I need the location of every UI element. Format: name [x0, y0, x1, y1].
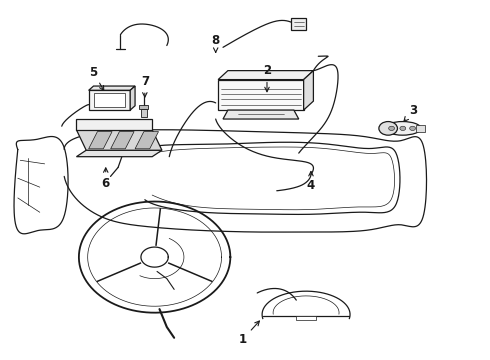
Circle shape [389, 126, 394, 131]
Bar [141, 109, 147, 117]
Text: 7: 7 [141, 75, 149, 88]
Bar [296, 316, 316, 320]
Polygon shape [111, 132, 134, 149]
Polygon shape [223, 110, 299, 119]
Text: 1: 1 [239, 333, 246, 346]
Text: 5: 5 [89, 66, 98, 79]
Text: 2: 2 [263, 64, 271, 77]
Polygon shape [89, 132, 112, 149]
Bar [94, 93, 125, 107]
Polygon shape [304, 71, 314, 110]
Bar [140, 105, 148, 109]
Bar [218, 80, 304, 110]
Polygon shape [130, 86, 135, 110]
Polygon shape [76, 150, 162, 157]
Circle shape [410, 126, 416, 131]
Text: 3: 3 [410, 104, 417, 117]
Polygon shape [76, 119, 152, 130]
Text: 4: 4 [307, 179, 315, 192]
Bar [416, 125, 425, 132]
Ellipse shape [384, 122, 421, 135]
Text: 6: 6 [101, 177, 110, 190]
Polygon shape [218, 71, 314, 80]
Text: 8: 8 [212, 33, 220, 47]
Bar [89, 90, 130, 110]
Polygon shape [89, 86, 135, 90]
Polygon shape [135, 132, 159, 149]
Polygon shape [76, 130, 162, 150]
Circle shape [379, 122, 397, 135]
Bar [292, 18, 306, 31]
Circle shape [400, 126, 406, 131]
